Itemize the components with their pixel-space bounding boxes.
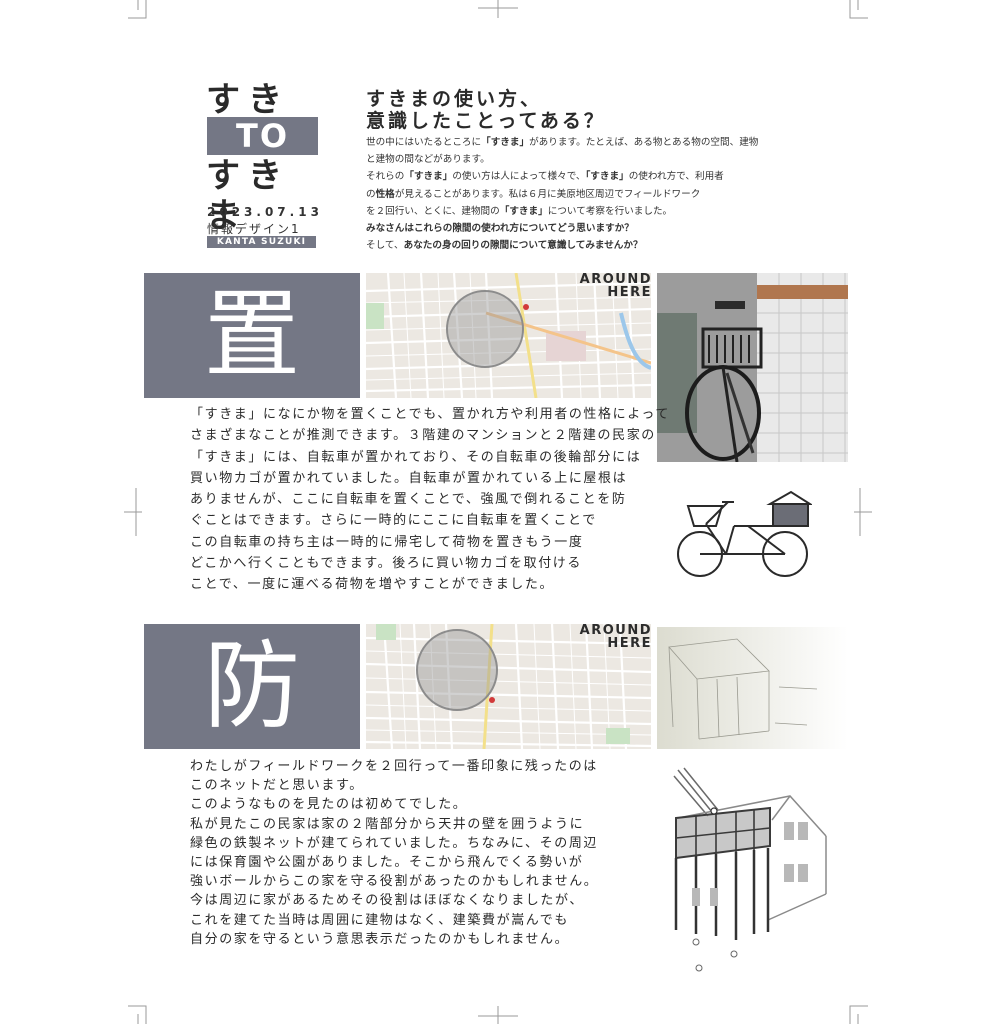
bicycle-illustration xyxy=(677,490,812,577)
course-name: 情報デザイン1 xyxy=(207,222,301,236)
intro-line: それらの「すきま」の使い方は人によって様々で、「すきま」の使われ方で、利用者 xyxy=(366,171,724,183)
paragraph-line: どこかへ行くこともできます。後ろに買い物カゴを取付ける xyxy=(190,556,582,572)
photo-bicycle xyxy=(657,273,848,462)
paragraph-line: 緑色の鉄製ネットが建てられていました。ちなみに、その周辺 xyxy=(190,835,599,851)
author-name: KANTA SUZUKI xyxy=(207,236,316,248)
paragraph-line: 「すきま」には、自転車が置かれており、その自転車の後輪部分には xyxy=(190,449,642,465)
around-here-label-1: AROUND HERE xyxy=(579,272,652,300)
map-around-here-1 xyxy=(366,273,651,398)
intro-line: 世の中にはいたるところに「すきま」があります。たとえば、ある物とある物の空間、建… xyxy=(366,137,759,148)
section-kanji-protect: 防 xyxy=(144,624,360,749)
crop-mark-bottom-right xyxy=(849,1005,868,1024)
paragraph-line: 今は周辺に家があるためその役割はほぼなくなりましたが、 xyxy=(190,893,584,909)
house-net-illustration xyxy=(673,767,827,972)
paragraph-line: この自転車の持ち主は一時的に帰宅して荷物を置きもう一度 xyxy=(190,534,584,550)
crop-mark-bottom-left xyxy=(128,1005,147,1024)
logo-line-2: TO xyxy=(207,117,318,155)
intro-line: の性格が見えることがあります。私は６月に美原地区周辺でフィールドワーク xyxy=(366,188,701,200)
paragraph-line: 「すきま」になにか物を置くことでも、置かれ方や利用者の性格によって xyxy=(190,407,670,422)
logo-line-3: すきま xyxy=(206,156,290,236)
paragraph-line: 買い物カゴが置かれていました。自転車が置かれている上に屋根は xyxy=(190,470,628,486)
paragraph-line: ぐことはできます。さらに一時的にここに自転車を置くことで xyxy=(190,513,597,529)
section-kanji-place: 置 xyxy=(144,273,360,398)
intro-line: そして、あなたの身の回りの隙間について意識してみませんか？ xyxy=(366,240,643,252)
crop-mark-top-right xyxy=(849,0,868,19)
paragraph-line: ことで、一度に運べる荷物を増やすことができました。 xyxy=(190,577,555,593)
paragraph-line: 強いボールからこの家を守る役割があったのかもしれません。 xyxy=(190,874,599,890)
headline-line-2: 意識したことってある？ xyxy=(366,110,606,132)
intro-line: と建物の間などがあります。 xyxy=(366,154,490,166)
paragraph-line: さまざまなことが推測できます。３階建のマンションと２階建の民家の xyxy=(190,428,656,444)
paragraph-line: 私が見たこの民家は家の２階部分から天井の壁を囲うように xyxy=(190,816,585,832)
paragraph-line: これを建てた当時は周囲に建物はなく、建築費が嵩んでも xyxy=(190,912,569,928)
paragraph-line: このようなものを見たのは初めてでした。 xyxy=(190,797,468,813)
date: 2023.07.13 xyxy=(207,205,323,219)
intro-line: を２回行い、とくに、建物間の「すきま」について考察を行いました。 xyxy=(366,205,673,217)
photo-sketch xyxy=(657,627,848,749)
paragraph-line: このネットだと思います。 xyxy=(190,778,364,794)
paragraph-line: 自分の家を守るという意思表示だったのかもしれません。 xyxy=(190,931,570,947)
section-paragraph-place: 「すきま」になにか物を置くことでも、置かれ方や利用者の性格によって さまざまなこ… xyxy=(190,404,670,596)
intro-line: みなさんはこれらの隙間の使われ方についてどう思いますか？ xyxy=(366,223,634,235)
paragraph-line: わたしがフィールドワークを２回行って一番印象に残ったのは xyxy=(190,759,598,774)
crop-mark-bottom-center xyxy=(478,1006,518,1024)
around-here-label-2: AROUND HERE xyxy=(579,623,652,651)
intro-paragraph: 世の中にはいたるところに「すきま」があります。たとえば、ある物とある物の空間、建… xyxy=(366,134,811,254)
paragraph-line: には保育園や公園がありました。そこから飛んでくる勢いが xyxy=(190,855,584,871)
map-around-here-2 xyxy=(366,624,651,749)
crop-mark-top-left xyxy=(128,0,147,19)
crop-mark-left-middle xyxy=(124,488,142,536)
headline-line-1: すきまの使い方、 xyxy=(366,88,543,110)
crop-mark-right-middle xyxy=(854,488,872,536)
section-paragraph-protect: わたしがフィールドワークを２回行って一番印象に残ったのは このネットだと思います… xyxy=(190,757,598,949)
crop-mark-top-center xyxy=(478,0,518,18)
paragraph-line: ありませんが、ここに自転車を置くことで、強風で倒れることを防 xyxy=(190,492,627,508)
